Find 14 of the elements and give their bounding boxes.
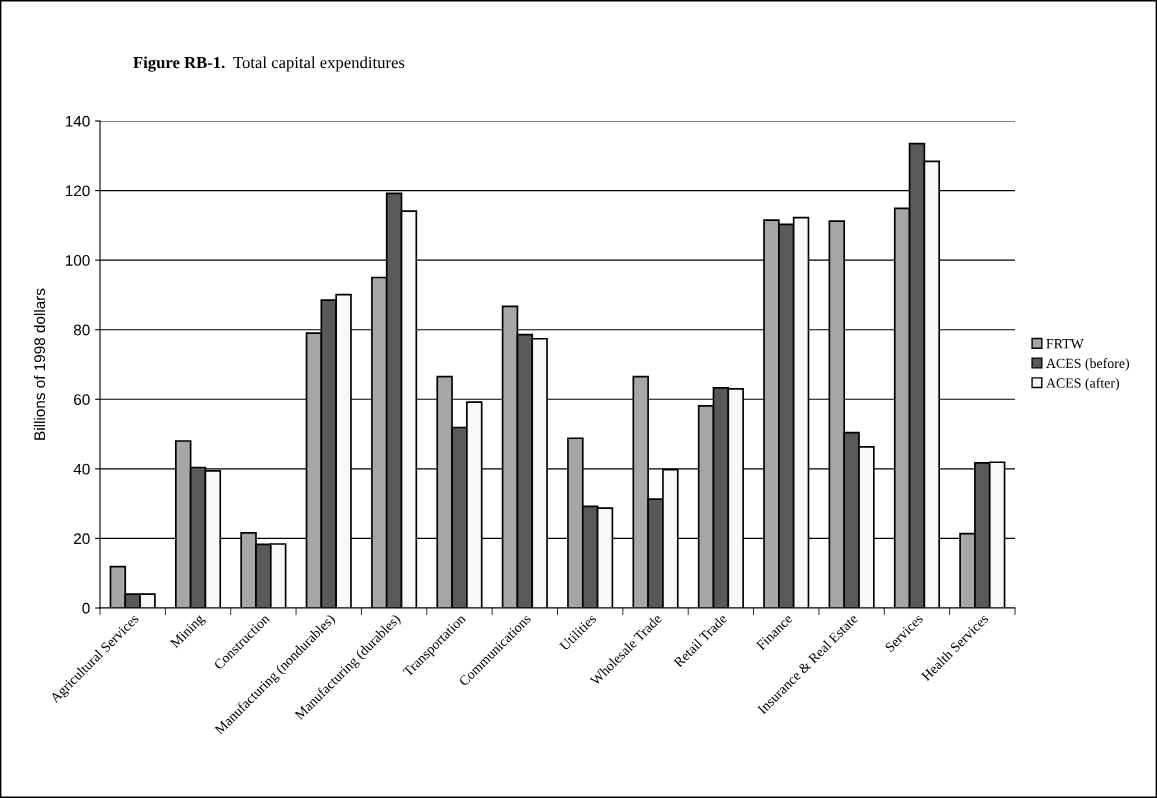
- y-tick-label: 140: [65, 115, 90, 127]
- y-tick-label: 80: [73, 324, 90, 336]
- legend-label: ACES (after): [1046, 377, 1120, 391]
- legend-label: ACES (before): [1046, 358, 1130, 371]
- y-tick-label: 120: [65, 185, 90, 197]
- y-tick-label: 0: [82, 602, 90, 614]
- y-axis-title: Billions of 1998 dollars: [33, 288, 46, 440]
- chart-subtitle: Total capital expenditures: [233, 56, 405, 72]
- y-tick-label: 40: [73, 463, 90, 475]
- y-tick-label: 60: [74, 394, 90, 405]
- legend-label: FRTW: [1046, 339, 1084, 349]
- chart-title: Figure RB-1.: [133, 56, 225, 72]
- y-tick-label: 20: [74, 533, 90, 545]
- y-tick-label: 100: [65, 255, 90, 266]
